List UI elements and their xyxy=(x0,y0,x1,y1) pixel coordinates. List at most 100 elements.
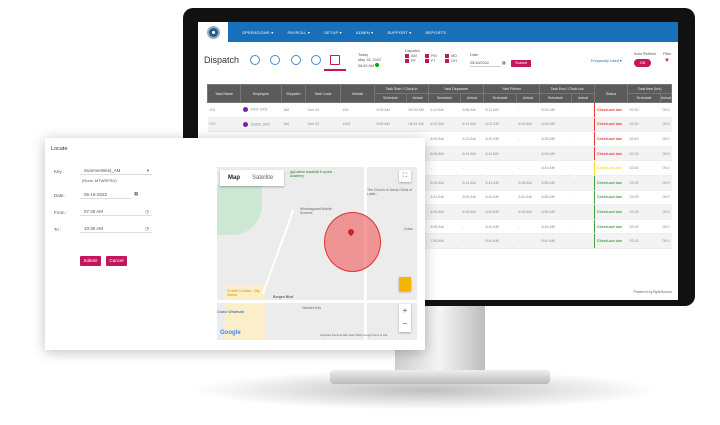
table-cell: 7:50 AM xyxy=(428,233,461,249)
table-cell: AM xyxy=(281,117,306,133)
subcol-schedule: Schedule xyxy=(627,93,662,103)
table-cell: 6:45 AM xyxy=(539,219,572,235)
table-cell: 6:40 AM xyxy=(483,204,517,220)
table-cell: - xyxy=(516,233,540,249)
app-logo[interactable] xyxy=(198,22,228,42)
calendar-icon[interactable]: ▦ xyxy=(134,191,139,196)
table-cell: - xyxy=(571,160,595,176)
fullscreen-icon[interactable]: ⛶ xyxy=(399,170,411,182)
employee-name: G1002 1002 xyxy=(250,122,271,127)
subcol-actual: Actual xyxy=(405,93,430,103)
employee-name: 1002 1002 xyxy=(250,107,268,112)
users-icon[interactable] xyxy=(311,55,321,65)
table-cell: Check-out due xyxy=(594,190,628,206)
table-cell: 6:35 AM xyxy=(539,131,572,147)
today-info: Today May 18, 2022 08:45 AM xyxy=(358,53,381,69)
map-attribution[interactable]: Keyboard shortcuts Map data ©2022 Google… xyxy=(320,334,388,337)
locate-submit-button[interactable]: Submit xyxy=(80,256,101,266)
from-input[interactable]: 07:30 AM ◷ xyxy=(80,207,152,216)
check-pm[interactable]: PM xyxy=(425,54,445,59)
view-icon-1[interactable] xyxy=(250,55,260,65)
table-cell: Check-out due xyxy=(594,175,628,191)
check-oh[interactable]: OH xyxy=(445,59,457,63)
table-cell: 6:55 AM xyxy=(539,204,572,220)
col-task-start: Task Start / Clock-in xyxy=(373,84,430,94)
date-input[interactable]: 05-18-2022 xyxy=(80,190,132,199)
table-cell: 6:06 AM xyxy=(428,146,461,162)
table-cell: Check-out due xyxy=(594,102,628,118)
table-cell: 00:0 xyxy=(660,219,672,235)
calendar-icon[interactable]: ▦ xyxy=(502,61,506,65)
check-am[interactable]: AM xyxy=(405,54,425,59)
to-label: To : xyxy=(54,227,62,232)
table-cell: 00:0 xyxy=(660,131,672,147)
check-pf[interactable]: PF xyxy=(405,59,425,64)
col-dispatch[interactable]: Dispatch xyxy=(281,84,306,103)
table-cell: 8:40 AM xyxy=(483,233,517,249)
place-label: Cresc xyxy=(404,227,413,231)
table-cell: Check-out due xyxy=(594,160,628,176)
map-view[interactable]: Map Satellite gig harbor baseball & spor… xyxy=(217,167,417,340)
street-view-pegman-icon[interactable] xyxy=(399,277,411,291)
zoom-out-button[interactable]: − xyxy=(402,319,408,328)
col-status[interactable]: Status xyxy=(594,84,629,103)
table-cell: 02:50 xyxy=(627,102,661,118)
table-cell: - xyxy=(571,146,595,162)
nav-admin[interactable]: ADMIN ▾ xyxy=(355,29,374,35)
table-cell: 6:15 AM xyxy=(516,117,540,133)
tab-satellite[interactable]: Satellite xyxy=(252,175,274,181)
table-cell: 05:41 AM xyxy=(406,117,429,133)
date-input[interactable]: 05/18/2022 xyxy=(470,61,500,67)
table-cell: 6:20 AM xyxy=(428,131,461,147)
nav-payroll[interactable]: PAYROLL ▾ xyxy=(287,29,311,35)
place-label: Costco Wholesale xyxy=(217,310,245,314)
table-cell: 6:18 AM xyxy=(460,204,484,220)
table-cell: 6:23 AM xyxy=(460,131,484,147)
locate-cancel-button[interactable]: Cancel xyxy=(106,256,127,266)
col-task-name[interactable]: Task Name xyxy=(207,84,241,103)
table-cell: - xyxy=(516,219,540,235)
auto-refresh-toggle[interactable]: ON xyxy=(634,59,651,67)
table-cell: 00:0 xyxy=(660,190,672,206)
key-select[interactable]: SummerWest_AM ▾ xyxy=(80,166,152,175)
table-cell: - xyxy=(460,233,484,249)
table-cell: 6:55 AM xyxy=(539,190,572,206)
nav-support[interactable]: SUPPORT ▾ xyxy=(387,29,412,35)
table-cell: 6:40 AM xyxy=(539,160,572,176)
table-cell: 02:40 xyxy=(627,160,661,176)
table-cell: Check-out due xyxy=(594,117,628,133)
check-md[interactable]: MD xyxy=(445,54,457,58)
table-cell: - xyxy=(571,175,595,191)
to-input[interactable]: 10:30 AM ◷ xyxy=(80,224,152,233)
table-cell: 5:54 AM xyxy=(460,190,484,206)
col-employee[interactable]: Employee xyxy=(240,84,282,103)
today-date: May 18, 2022 xyxy=(358,58,382,62)
table-row[interactable]: 070 G1002 1002 AM Gen 02 1002 5:45 AM 05:41 AM… xyxy=(207,117,672,133)
submit-button[interactable]: Submit xyxy=(511,60,531,67)
col-vehicle[interactable]: Vehicle xyxy=(340,84,375,103)
table-cell: 6:11 AM xyxy=(483,102,517,118)
view-icon-2[interactable] xyxy=(270,55,280,65)
nav-reports[interactable]: REPORTS xyxy=(425,29,447,35)
frequently-used-dropdown[interactable]: Frequently Used ▾ xyxy=(591,59,622,63)
tab-map[interactable]: Map xyxy=(228,175,240,181)
zoom-in-button[interactable]: + xyxy=(402,306,408,315)
nav-setup[interactable]: SETUP ▾ xyxy=(324,29,342,35)
table-row[interactable]: 001 1002 1002 AM Gen 02 100 5:35 AM 05:35 AM 6:… xyxy=(207,102,672,118)
table-cell: 00:0 xyxy=(660,175,672,191)
dialog-title: Locate xyxy=(51,146,68,152)
table-cell: 1002 xyxy=(340,117,375,133)
key-label: Key : xyxy=(54,169,65,174)
table-cell: - xyxy=(571,102,595,118)
col-task-code[interactable]: Task Code xyxy=(305,84,341,103)
table-cell: 02:40 xyxy=(627,131,661,147)
active-view-indicator xyxy=(324,69,346,71)
today-label: Today xyxy=(358,53,369,57)
subcol-schedule: Schedule xyxy=(428,93,462,103)
nav-operations[interactable]: OPERATIONS ▾ xyxy=(242,29,274,35)
filter-icon[interactable]: ▼ xyxy=(664,58,670,64)
clock-icon[interactable] xyxy=(291,55,301,65)
locate-dialog: Locate Key : SummerWest_AM ▾ (Runs: MTWRF… xyxy=(45,138,425,350)
check-ft[interactable]: FT xyxy=(425,59,445,64)
dispatch-map-icon[interactable] xyxy=(330,55,340,65)
